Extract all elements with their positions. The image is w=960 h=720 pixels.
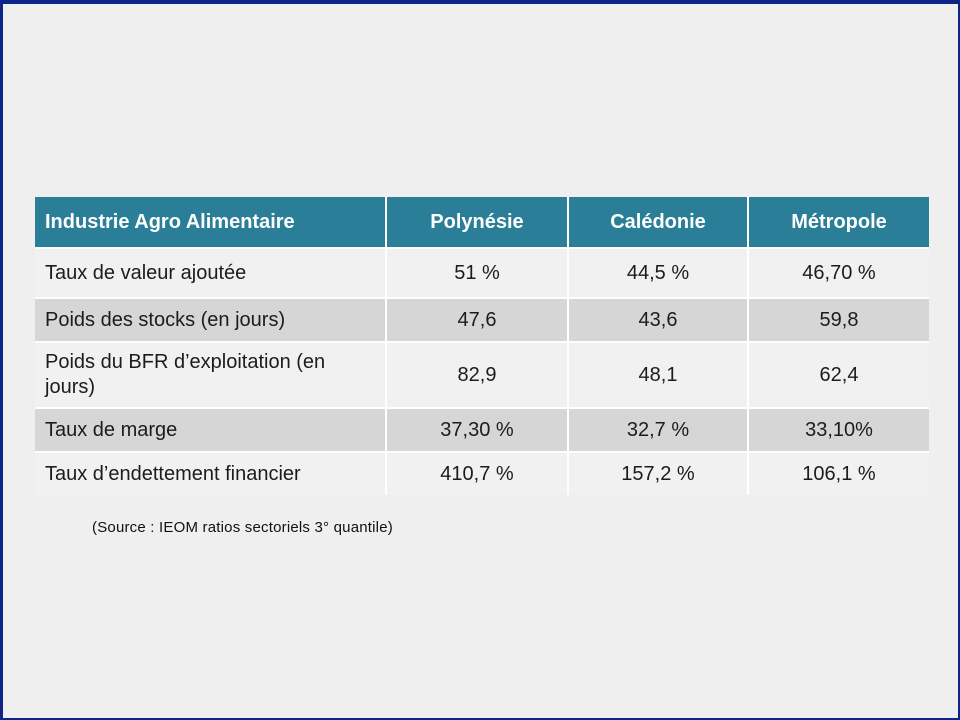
value-cell: 32,7 % — [569, 409, 747, 451]
value-cell: 46,70 % — [749, 249, 929, 297]
value-cell: 33,10% — [749, 409, 929, 451]
value-cell: 82,9 — [387, 343, 567, 407]
value-cell: 106,1 % — [749, 453, 929, 495]
value-cell: 62,4 — [749, 343, 929, 407]
value-cell: 47,6 — [387, 299, 567, 341]
source-note: (Source : IEOM ratios sectoriels 3° quan… — [92, 519, 393, 536]
value-cell: 37,30 % — [387, 409, 567, 451]
value-cell: 44,5 % — [569, 249, 747, 297]
column-header: Calédonie — [569, 197, 747, 247]
row-label-cell: Taux de marge — [35, 409, 385, 451]
value-cell: 410,7 % — [387, 453, 567, 495]
column-header: Métropole — [749, 197, 929, 247]
row-label-cell: Poids des stocks (en jours) — [35, 299, 385, 341]
column-header: Polynésie — [387, 197, 567, 247]
row-label-cell: Taux d’endettement financier — [35, 453, 385, 495]
value-cell: 59,8 — [749, 299, 929, 341]
ratios-table: Industrie Agro Alimentaire Polynésie Caléd… — [35, 197, 929, 495]
value-cell: 48,1 — [569, 343, 747, 407]
row-label-cell: Taux de valeur ajoutée — [35, 249, 385, 297]
value-cell: 157,2 % — [569, 453, 747, 495]
value-cell: 51 % — [387, 249, 567, 297]
table-title-header: Industrie Agro Alimentaire — [35, 197, 385, 247]
value-cell: 43,6 — [569, 299, 747, 341]
row-label-cell: Poids du BFR d’exploitation (en jours) — [35, 343, 385, 407]
